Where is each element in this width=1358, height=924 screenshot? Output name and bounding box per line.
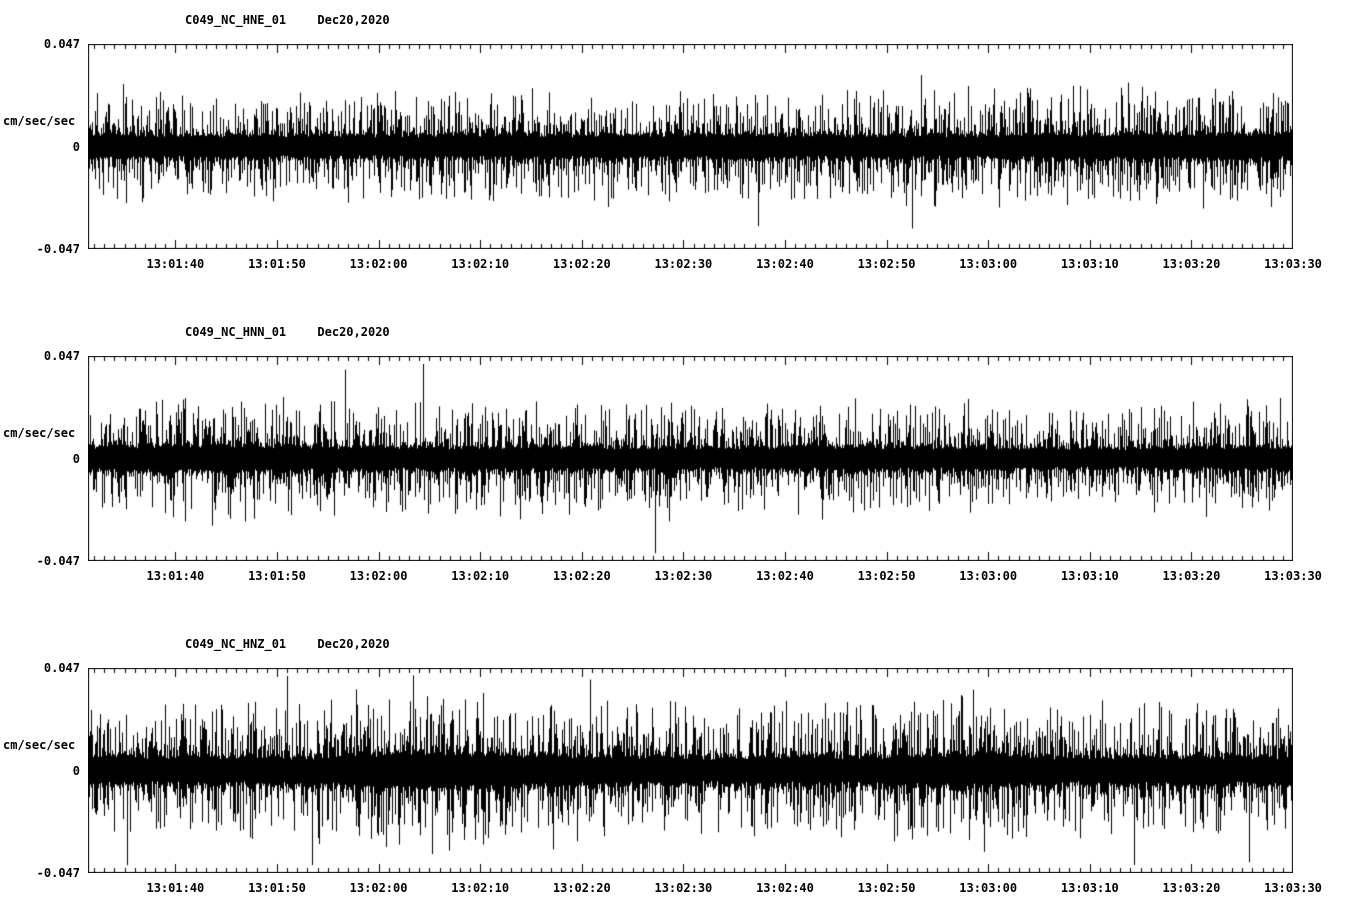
trace-date: Dec20,2020 <box>317 637 390 651</box>
waveform-canvas <box>88 44 1293 249</box>
trace-date: Dec20,2020 <box>317 325 390 339</box>
x-tick-label: 13:03:30 <box>1264 569 1322 583</box>
x-tick-labels: 13:01:40 13:01:50 13:02:00 13:02:10 13:02:20… <box>88 249 1321 277</box>
y-zero-label: 0 <box>72 763 80 778</box>
seismogram-panel-hnn: C049_NC_HNN_01 Dec20,2020 0.047 cm/sec/s… <box>0 324 1358 583</box>
x-tick-label: 13:02:20 <box>552 569 611 583</box>
x-tick-label: 13:02:40 <box>756 881 814 895</box>
x-tick-label: 13:01:40 <box>146 257 205 271</box>
trace-id: C049_NC_HNZ_01 <box>185 637 287 651</box>
trace-header: C049_NC_HNN_01 Dec20,2020 <box>185 324 1358 340</box>
trace-header: C049_NC_HNZ_01 Dec20,2020 <box>185 636 1358 652</box>
x-tick-label: 13:03:20 <box>1162 257 1221 271</box>
x-tick-label: 13:02:30 <box>654 257 713 271</box>
y-max-label: 0.047 <box>43 37 80 51</box>
x-tick-label: 13:03:00 <box>959 569 1018 583</box>
x-tick-labels: 13:01:40 13:01:50 13:02:00 13:02:10 13:02:20… <box>88 873 1321 901</box>
waveform-canvas <box>88 356 1293 561</box>
x-tick-label: 13:02:20 <box>552 257 611 271</box>
trace-header: C049_NC_HNE_01 Dec20,2020 <box>185 12 1358 28</box>
x-tick-label: 13:03:00 <box>959 257 1018 271</box>
y-min-label: -0.047 <box>36 866 80 880</box>
x-tick-label: 13:03:20 <box>1162 881 1221 895</box>
y-zero-label: 0 <box>72 139 80 154</box>
x-tick-label: 13:01:50 <box>248 569 306 583</box>
trace-id: C049_NC_HNE_01 <box>185 13 287 27</box>
trace-id: C049_NC_HNN_01 <box>185 325 287 339</box>
plot-area: 0.047 cm/sec/sec 0 -0.047 13:01:40 13:01:… <box>3 661 1322 895</box>
plot-area: 0.047 cm/sec/sec 0 -0.047 13:01:40 13:01:… <box>3 37 1322 271</box>
x-tick-label: 13:02:00 <box>349 881 408 895</box>
x-tick-label: 13:03:30 <box>1264 881 1322 895</box>
plot-area: 0.047 cm/sec/sec 0 -0.047 13:01:40 13:01:… <box>3 349 1322 583</box>
x-tick-label: 13:02:50 <box>857 569 916 583</box>
y-min-label: -0.047 <box>36 242 80 256</box>
x-tick-label: 13:02:00 <box>349 257 408 271</box>
seismogram-panel-hnz: C049_NC_HNZ_01 Dec20,2020 0.047 cm/sec/s… <box>0 636 1358 895</box>
y-max-label: 0.047 <box>43 349 80 363</box>
x-tick-label: 13:02:40 <box>756 569 814 583</box>
x-tick-label: 13:02:10 <box>451 569 510 583</box>
x-tick-label: 13:01:50 <box>248 257 306 271</box>
x-tick-label: 13:03:10 <box>1060 569 1119 583</box>
y-axis-unit-label: cm/sec/sec <box>3 738 76 753</box>
y-min-label: -0.047 <box>36 554 80 568</box>
y-zero-label: 0 <box>72 451 80 466</box>
x-tick-label: 13:02:10 <box>451 881 510 895</box>
x-tick-label: 13:01:50 <box>248 881 306 895</box>
x-tick-label: 13:03:20 <box>1162 569 1221 583</box>
x-tick-label: 13:03:00 <box>959 881 1018 895</box>
x-tick-label: 13:02:10 <box>451 257 510 271</box>
x-tick-label: 13:02:50 <box>857 257 916 271</box>
x-tick-label: 13:02:30 <box>654 881 713 895</box>
waveform-canvas <box>88 668 1293 873</box>
x-tick-label: 13:03:10 <box>1060 881 1119 895</box>
x-tick-label: 13:02:40 <box>756 257 814 271</box>
x-tick-labels: 13:01:40 13:01:50 13:02:00 13:02:10 13:02:20… <box>88 561 1321 589</box>
x-tick-label: 13:01:40 <box>146 569 205 583</box>
x-tick-label: 13:01:40 <box>146 881 205 895</box>
seismogram-panel-hne: C049_NC_HNE_01 Dec20,2020 0.047 cm/sec/s… <box>0 12 1358 271</box>
x-tick-label: 13:02:50 <box>857 881 916 895</box>
x-tick-label: 13:02:30 <box>654 569 713 583</box>
x-tick-label: 13:02:20 <box>552 881 611 895</box>
y-axis-unit-label: cm/sec/sec <box>3 114 76 129</box>
y-axis-unit-label: cm/sec/sec <box>3 426 76 441</box>
y-max-label: 0.047 <box>43 661 80 675</box>
x-tick-label: 13:03:30 <box>1264 257 1322 271</box>
x-tick-label: 13:02:00 <box>349 569 408 583</box>
trace-date: Dec20,2020 <box>317 13 390 27</box>
x-tick-label: 13:03:10 <box>1060 257 1119 271</box>
